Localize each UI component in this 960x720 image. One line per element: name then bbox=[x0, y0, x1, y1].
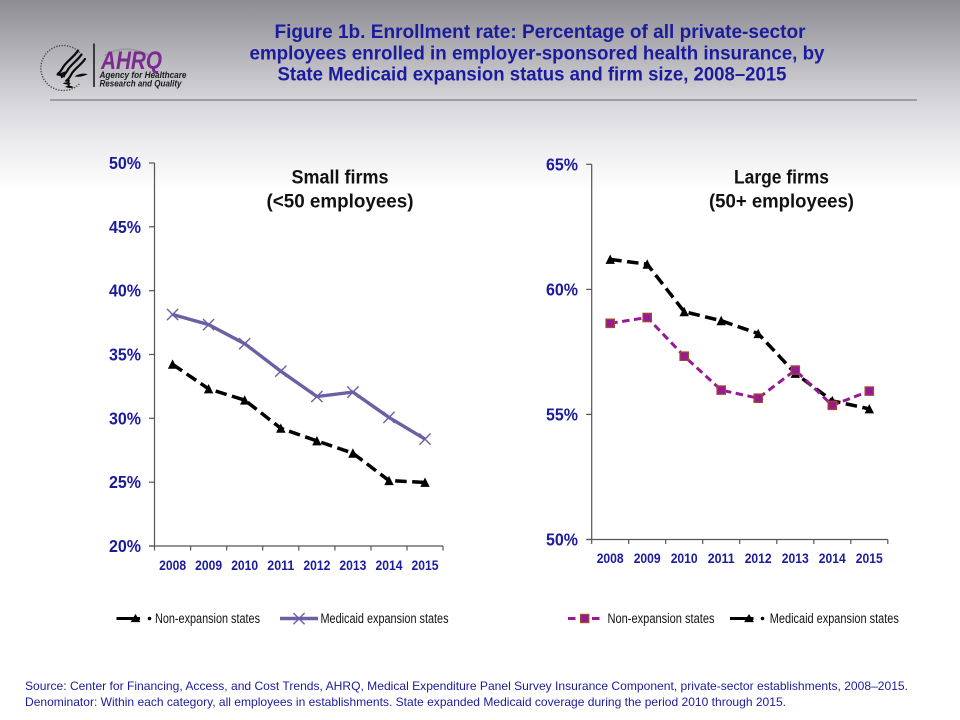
svg-text:Medicaid expansion states: Medicaid expansion states bbox=[321, 611, 449, 626]
svg-text:Large firms: Large firms bbox=[734, 166, 829, 188]
svg-text:Non-expansion states: Non-expansion states bbox=[608, 611, 715, 626]
svg-text:(<50 employees): (<50 employees) bbox=[267, 191, 414, 213]
svg-text:Figure 1b. Enrollment rate: Pe: Figure 1b. Enrollment rate: Percentage o… bbox=[275, 21, 806, 43]
svg-text:2011: 2011 bbox=[267, 558, 294, 573]
svg-text:50%: 50% bbox=[546, 530, 578, 550]
svg-text:employees enrolled in employer: employees enrolled in employer-sponsored… bbox=[250, 42, 825, 64]
svg-text:45%: 45% bbox=[109, 217, 141, 237]
svg-text:2012: 2012 bbox=[745, 551, 772, 566]
svg-text:2013: 2013 bbox=[339, 558, 366, 573]
svg-text:Agency for Healthcare: Agency for Healthcare bbox=[99, 70, 187, 80]
svg-text:60%: 60% bbox=[546, 279, 578, 299]
svg-text:(50+ employees): (50+ employees) bbox=[709, 191, 854, 213]
svg-text:25%: 25% bbox=[109, 472, 141, 492]
svg-text:20%: 20% bbox=[109, 536, 141, 556]
svg-text:AHRQ: AHRQ bbox=[100, 47, 162, 75]
svg-text:2015: 2015 bbox=[856, 551, 883, 566]
svg-text:55%: 55% bbox=[546, 404, 578, 424]
svg-text:2009: 2009 bbox=[634, 551, 661, 566]
svg-text:50%: 50% bbox=[109, 153, 141, 173]
svg-text:Small firms: Small firms bbox=[292, 166, 389, 188]
svg-text:2008: 2008 bbox=[597, 551, 624, 566]
svg-text:2008: 2008 bbox=[159, 558, 186, 573]
svg-text:Research and Quality: Research and Quality bbox=[100, 79, 183, 89]
svg-text:Medicaid expansion states: Medicaid expansion states bbox=[770, 611, 899, 626]
svg-text:2010: 2010 bbox=[671, 551, 698, 566]
svg-text:2013: 2013 bbox=[782, 551, 809, 566]
svg-text:2011: 2011 bbox=[708, 551, 735, 566]
svg-text:30%: 30% bbox=[109, 408, 141, 428]
svg-text:2010: 2010 bbox=[231, 558, 258, 573]
svg-text:2009: 2009 bbox=[195, 558, 222, 573]
svg-text:2014: 2014 bbox=[376, 558, 403, 573]
svg-text:2014: 2014 bbox=[819, 551, 846, 566]
svg-text:2015: 2015 bbox=[412, 558, 439, 573]
svg-text:Denominator: Within each categ: Denominator: Within each category, all e… bbox=[25, 695, 786, 709]
svg-text:State Medicaid expansion statu: State Medicaid expansion status and firm… bbox=[278, 64, 787, 86]
svg-text:40%: 40% bbox=[109, 281, 141, 301]
svg-text:65%: 65% bbox=[546, 154, 578, 174]
svg-text:2012: 2012 bbox=[303, 558, 330, 573]
svg-text:Source: Center for Financing,: Source: Center for Financing, Access, an… bbox=[25, 679, 908, 693]
svg-text:35%: 35% bbox=[109, 345, 141, 365]
svg-text:Non-expansion states: Non-expansion states bbox=[155, 611, 260, 626]
